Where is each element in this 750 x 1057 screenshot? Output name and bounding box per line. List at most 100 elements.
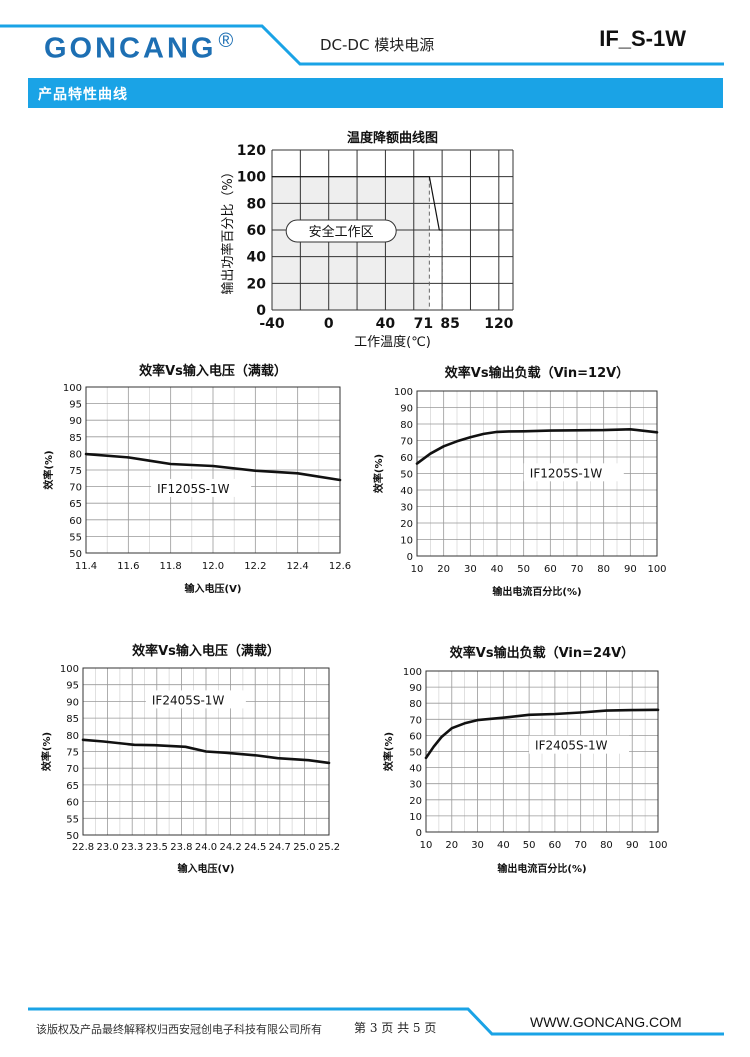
chart-title: 效率Vs输出负载（Vin=12V）	[445, 365, 629, 381]
y-tick-label: 95	[69, 400, 82, 411]
y-tick-label: 85	[69, 433, 82, 444]
y-tick-label: 40	[400, 486, 413, 497]
footer-website-link[interactable]: WWW.GONCANG.COM	[530, 1014, 682, 1030]
series-label: IF1205S-1W	[530, 466, 603, 480]
footer-decoration	[28, 1007, 724, 1036]
x-tick-label: 100	[648, 840, 667, 851]
y-tick-label: 40	[409, 764, 422, 775]
y-axis-label: 效率(%)	[42, 450, 55, 489]
x-tick-label: 25.2	[318, 842, 340, 853]
chart-derating: 温度降额曲线图 安全工作区 -40 0 40 71 85 120 0 20 40 60 80 100 120…	[210, 126, 530, 356]
y-tick-label: 10	[400, 536, 413, 547]
y-tick-label: 70	[409, 715, 422, 726]
series-label: IF2405S-1W	[152, 693, 225, 707]
y-tick-label: 80	[66, 731, 79, 742]
y-tick-label: 60	[69, 516, 82, 527]
y-tick-label: 80	[409, 699, 422, 710]
y-tick-label: 100	[394, 387, 413, 398]
y-tick-label: 65	[66, 781, 79, 792]
chart-efficiency-vs-vin-12: 效率Vs输入电压（满载） 11.4 11.6 11.8 12.0 12.2 12.4 12.6…	[40, 360, 370, 600]
y-tick-label: 50	[400, 470, 413, 481]
chart-efficiency-vs-load-24: 效率Vs输出负载（Vin=24V） 10 20 30 40 50 60 70 80 90 100 0 1…	[378, 640, 708, 880]
x-tick-label: 70	[574, 840, 587, 851]
y-tick-label: 90	[66, 697, 79, 708]
y-tick-label: 55	[66, 814, 79, 825]
x-tick-label: 12.0	[202, 561, 224, 572]
x-tick-label: 24.5	[244, 842, 266, 853]
y-tick-label: 0	[416, 828, 422, 839]
y-tick-label: 60	[400, 453, 413, 464]
y-tick-label: 20	[409, 796, 422, 807]
footer-copyright: 该版权及产品最终解释权归西安冠创电子科技有限公司所有	[36, 1023, 322, 1036]
x-tick-label: 71	[414, 316, 433, 332]
x-tick-label: 11.6	[117, 561, 139, 572]
y-tick-label: 70	[69, 483, 82, 494]
y-tick-label: 120	[237, 143, 266, 159]
y-axis-label: 输出功率百分比（%）	[220, 165, 236, 294]
y-tick-label: 50	[66, 831, 79, 842]
x-tick-label: 23.5	[146, 842, 168, 853]
y-axis-label: 效率(%)	[372, 454, 385, 493]
y-tick-label: 50	[409, 748, 422, 759]
series-label: IF1205S-1W	[157, 482, 230, 496]
y-tick-label: 30	[400, 503, 413, 514]
x-tick-label: 90	[624, 564, 637, 575]
section-header: 产品特性曲线	[28, 78, 723, 108]
y-tick-label: 100	[63, 383, 82, 394]
x-tick-label: 70	[571, 564, 584, 575]
plot-frame	[82, 667, 330, 836]
series-line	[271, 176, 443, 231]
chart-efficiency-vs-load-12: 效率Vs输出负载（Vin=12V） 10 20 30 40 50 60 70 80 90 100 0 1…	[368, 360, 698, 600]
x-tick-label: 23.8	[170, 842, 192, 853]
footer-page-number: 第 3 页 共 5 页	[354, 1021, 437, 1035]
series-label-bg	[151, 478, 252, 497]
x-tick-label: 30	[471, 840, 484, 851]
y-tick-label: 95	[66, 681, 79, 692]
header-decoration	[0, 24, 724, 66]
plot-frame	[416, 390, 658, 557]
chart-title: 效率Vs输入电压（满载）	[139, 363, 287, 379]
x-tick-label: 120	[484, 316, 513, 332]
series-label-bg	[529, 735, 630, 754]
x-tick-label: 20	[445, 840, 458, 851]
registered-mark: ®	[218, 30, 237, 52]
x-tick-label: 22.8	[72, 842, 94, 853]
y-tick-label: 75	[66, 748, 79, 759]
x-tick-label: 40	[497, 840, 510, 851]
section-title: 产品特性曲线	[38, 87, 128, 103]
brand-name: GONCANG	[44, 32, 217, 65]
chart-title: 温度降额曲线图	[347, 130, 438, 146]
x-tick-label: 24.7	[269, 842, 291, 853]
y-tick-label: 90	[409, 683, 422, 694]
document-subtitle: DC-DC 模块电源	[320, 36, 435, 54]
y-tick-label: 65	[69, 499, 82, 510]
series-label-bg	[145, 690, 246, 709]
y-tick-label: 80	[400, 420, 413, 431]
y-tick-label: 80	[69, 449, 82, 460]
x-tick-label: 40	[491, 564, 504, 575]
y-tick-label: 0	[256, 303, 266, 319]
y-tick-label: 0	[407, 552, 413, 563]
y-tick-label: 100	[60, 664, 79, 675]
chart-title: 效率Vs输入电压（满载）	[132, 643, 280, 659]
chart-efficiency-vs-load-24-svg: 效率Vs输出负载（Vin=24V）10 20 30 40 50 60 70 80 90 10001…	[382, 645, 668, 875]
y-tick-label: 70	[400, 437, 413, 448]
x-tick-label: 80	[600, 840, 613, 851]
x-tick-label: 12.6	[329, 561, 351, 572]
y-tick-label: 85	[66, 714, 79, 725]
series-label: IF2405S-1W	[535, 739, 608, 753]
x-axis-label: 输出电流百分比(%)	[492, 585, 581, 598]
y-tick-label: 20	[247, 276, 267, 292]
x-tick-label: 100	[647, 564, 666, 575]
x-tick-label: 50	[523, 840, 536, 851]
y-tick-label: 70	[66, 764, 79, 775]
y-tick-label: 75	[69, 466, 82, 477]
y-tick-label: 100	[403, 667, 422, 678]
chart-efficiency-vs-vin-24: 效率Vs输入电压（满载） 22.8 23.0 23.3 23.5 23.8 24.0 24.2…	[38, 640, 368, 880]
y-axis-label: 效率(%)	[40, 732, 53, 771]
y-tick-label: 60	[66, 798, 79, 809]
y-tick-label: 100	[237, 170, 266, 186]
x-tick-label: 25.0	[293, 842, 315, 853]
safe-area-label: 安全工作区	[309, 224, 374, 240]
